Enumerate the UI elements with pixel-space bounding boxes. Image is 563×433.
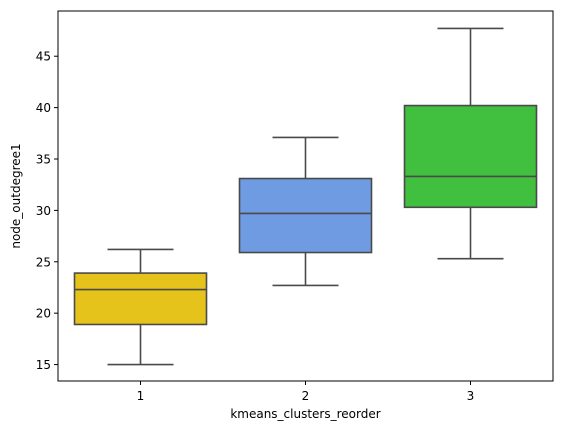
y-tick-label: 35 bbox=[36, 153, 51, 167]
box-group-3 bbox=[403, 27, 538, 260]
box-iqr bbox=[238, 177, 373, 254]
box-group-2 bbox=[238, 136, 373, 287]
x-axis: 1 2 3 bbox=[137, 381, 475, 403]
y-axis: 15 20 25 30 35 40 45 bbox=[36, 50, 58, 372]
plot-area bbox=[73, 27, 538, 366]
box-group-1 bbox=[73, 248, 208, 366]
y-tick-label: 45 bbox=[36, 50, 51, 64]
y-tick-label: 30 bbox=[36, 204, 51, 218]
y-tick-label: 20 bbox=[36, 307, 51, 321]
y-tick-label: 15 bbox=[36, 358, 51, 372]
box-iqr bbox=[403, 104, 538, 209]
x-tick-label: 1 bbox=[137, 389, 145, 403]
y-tick-label: 40 bbox=[36, 101, 51, 115]
x-tick-label: 2 bbox=[302, 389, 310, 403]
y-axis-label: node_outdegree1 bbox=[9, 143, 23, 248]
x-tick-label: 3 bbox=[467, 389, 475, 403]
x-axis-label: kmeans_clusters_reorder bbox=[230, 407, 380, 421]
box-iqr bbox=[73, 272, 208, 326]
y-tick-label: 25 bbox=[36, 255, 51, 269]
